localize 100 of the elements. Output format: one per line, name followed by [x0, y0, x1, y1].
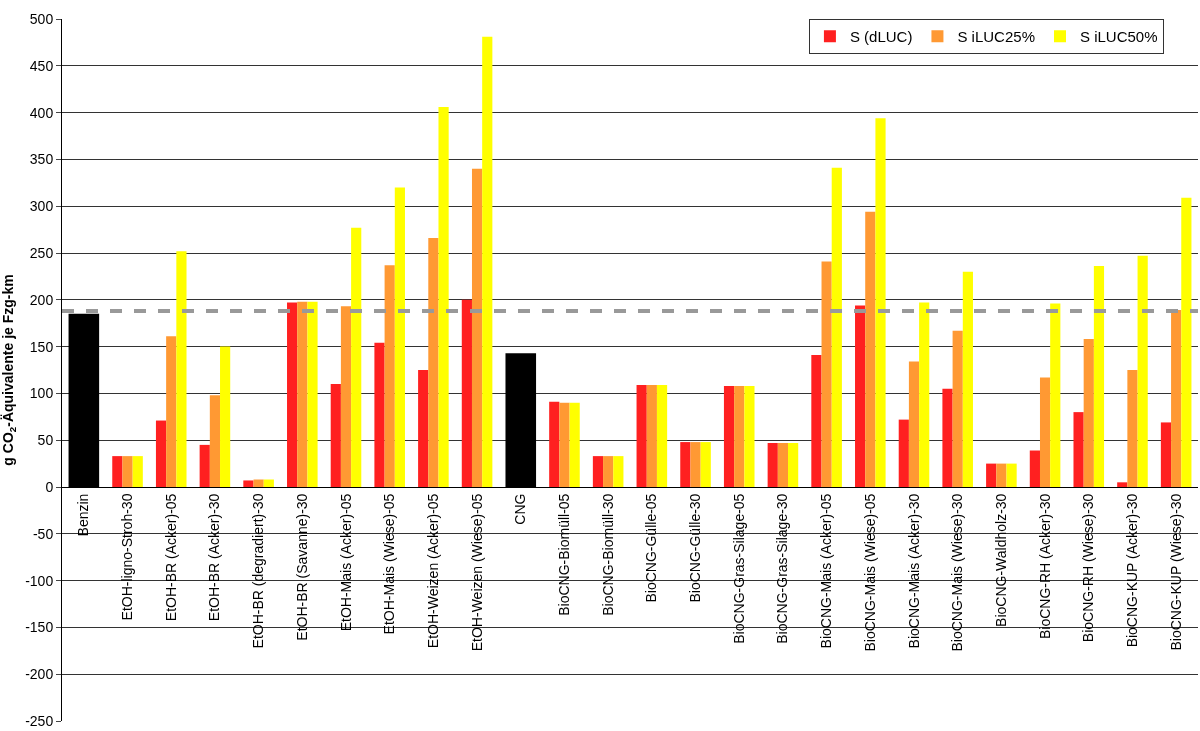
bar	[418, 370, 429, 487]
y-tick-label: 450	[29, 57, 54, 74]
x-tick-label: BioCNG-KUP (Wiese)-30	[1167, 493, 1184, 651]
bar	[549, 401, 560, 487]
bar	[875, 118, 886, 487]
bar	[253, 479, 264, 487]
bar	[112, 456, 123, 487]
bar	[1006, 463, 1017, 487]
x-tick-label: BioCNG-KUP (Acker)-30	[1124, 493, 1141, 648]
bar	[734, 385, 745, 487]
x-tick-label: Benzin	[75, 493, 92, 537]
x-tick-label: BioCNG-RH (Wiese)-30	[1080, 493, 1097, 643]
bar	[340, 306, 352, 487]
bar	[330, 384, 341, 487]
bar	[438, 106, 449, 487]
bar	[1127, 370, 1138, 487]
y-tick-label: 250	[29, 244, 54, 261]
bar	[700, 442, 711, 487]
bar	[646, 384, 657, 487]
y-tick-label: 400	[29, 104, 54, 121]
bar	[209, 395, 221, 487]
x-tick-label: BioCNG-Mais (Acker)-05	[818, 493, 835, 649]
bar	[690, 442, 701, 487]
y-tick-label: 150	[29, 338, 54, 355]
x-tick-label: BioCNG-Mais (Wiese)-05	[861, 493, 878, 652]
bar	[919, 302, 930, 487]
bar	[777, 443, 789, 487]
bar	[461, 299, 472, 487]
bar	[1029, 450, 1040, 487]
bar	[1050, 303, 1061, 487]
y-tick-label: 100	[29, 385, 54, 402]
bar	[1160, 422, 1172, 487]
x-tick-label: EtOH-Weizen (Wiese)-05	[468, 493, 485, 652]
bar	[603, 456, 614, 487]
bar	[569, 402, 580, 487]
y-tick-label: -250	[25, 712, 54, 729]
x-tick-label: BioCNG-Biomüll-05	[556, 493, 573, 616]
y-tick-label: 500	[29, 10, 54, 27]
bar	[1181, 197, 1192, 487]
x-tick-label: BioCNG-Waldholz-30	[992, 493, 1009, 627]
bar	[855, 305, 866, 487]
x-tick-label: BioCNG-Gülle-05	[643, 493, 660, 603]
bar	[428, 238, 439, 487]
bar	[220, 346, 231, 487]
bar	[986, 463, 997, 487]
y-tick-label: 0	[45, 478, 54, 495]
bar	[898, 419, 909, 487]
bar	[942, 388, 953, 487]
bar	[952, 330, 963, 487]
legend-label: S (dLUC)	[849, 28, 913, 46]
bar	[962, 271, 973, 487]
bar	[1039, 377, 1051, 487]
bar	[287, 302, 298, 487]
x-tick-label: EtOH-Mais (Acker)-05	[337, 493, 354, 632]
x-tick-label: EtOH-BR (Savanne)-30	[293, 493, 310, 641]
bar	[482, 36, 493, 487]
y-tick-label: -200	[25, 666, 54, 683]
bar	[307, 301, 318, 487]
x-tick-label: EtOH-BR (Acker)-30	[206, 493, 223, 622]
y-tick-label: 200	[29, 291, 54, 308]
bar	[744, 385, 755, 487]
x-tick-label: BioCNG-Gras-Silage-30	[774, 493, 791, 644]
bar	[297, 301, 308, 487]
bar	[908, 361, 920, 487]
y-tick-label: -50	[32, 525, 54, 542]
x-tick-label: EtOH-Mais (Wiese)-05	[381, 493, 398, 635]
bar	[996, 463, 1007, 487]
bar	[155, 420, 167, 487]
bar	[592, 456, 604, 487]
bar	[636, 384, 647, 487]
bar	[656, 384, 668, 487]
bar	[831, 167, 842, 487]
bar	[166, 336, 177, 487]
x-tick-label: BioCNG-RH (Acker)-30	[1036, 493, 1053, 640]
y-tick-label: -150	[25, 619, 54, 636]
bar	[351, 227, 362, 487]
x-tick-label: EtOH-Weizen (Acker)-05	[424, 493, 441, 649]
bar	[394, 187, 405, 487]
bar	[176, 251, 187, 487]
legend-label: S iLUC50%	[1079, 28, 1158, 46]
bar	[243, 480, 254, 487]
bar	[199, 444, 210, 487]
bar	[263, 479, 274, 487]
x-tick-label: CNG	[512, 493, 529, 525]
bar	[613, 456, 624, 487]
x-tick-label: BioCNG-Mais (Acker)-30	[905, 493, 922, 649]
bar	[471, 168, 483, 487]
legend-label: S iLUC25%	[957, 28, 1035, 46]
bar	[680, 442, 691, 487]
bar	[1083, 339, 1094, 487]
bar	[374, 342, 385, 487]
x-tick-label: BioCNG-Gülle-30	[687, 493, 704, 603]
bar	[788, 443, 799, 487]
bar	[559, 402, 570, 487]
y-tick-label: 50	[37, 432, 54, 449]
x-tick-label: EtOH-BR (Acker)-05	[162, 493, 179, 622]
x-tick-label: BioCNG-Gras-Silage-05	[730, 493, 747, 644]
bar	[767, 443, 778, 487]
x-tick-label: BioCNG-Mais (Wiese)-30	[949, 493, 966, 652]
x-tick-label: EtOH-BR (degradiert)-30	[250, 493, 267, 649]
